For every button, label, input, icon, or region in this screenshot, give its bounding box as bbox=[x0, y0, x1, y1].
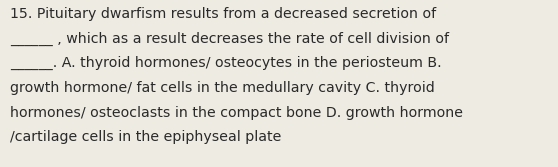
Text: ______. A. thyroid hormones/ osteocytes in the periosteum B.: ______. A. thyroid hormones/ osteocytes … bbox=[10, 56, 442, 70]
Text: 15. Pituitary dwarfism results from a decreased secretion of: 15. Pituitary dwarfism results from a de… bbox=[10, 7, 436, 21]
Text: hormones/ osteoclasts in the compact bone D. growth hormone: hormones/ osteoclasts in the compact bon… bbox=[10, 106, 463, 120]
Text: /cartilage cells in the epiphyseal plate: /cartilage cells in the epiphyseal plate bbox=[10, 130, 281, 144]
Text: ______ , which as a result decreases the rate of cell division of: ______ , which as a result decreases the… bbox=[10, 31, 449, 46]
Text: growth hormone/ fat cells in the medullary cavity C. thyroid: growth hormone/ fat cells in the medulla… bbox=[10, 81, 435, 95]
